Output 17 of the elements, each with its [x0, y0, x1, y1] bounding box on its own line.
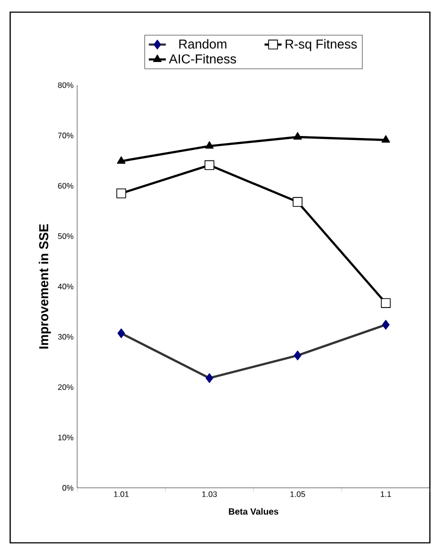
point [116, 156, 126, 164]
point [204, 160, 214, 170]
point [116, 188, 126, 198]
y-axis-title: Improvement in SSE [38, 224, 51, 349]
legend-label: Random [179, 39, 226, 49]
legend-label: AIC-Fitness [168, 54, 236, 64]
point [381, 135, 390, 143]
point [206, 373, 214, 383]
point [292, 197, 302, 207]
point [294, 350, 302, 360]
legend-label: R-sq Fitness [286, 39, 357, 52]
point [382, 320, 390, 330]
point [205, 141, 214, 149]
point [293, 132, 302, 140]
point [117, 328, 125, 338]
x-axis-title: Beta Values [228, 508, 278, 515]
point [380, 298, 391, 308]
